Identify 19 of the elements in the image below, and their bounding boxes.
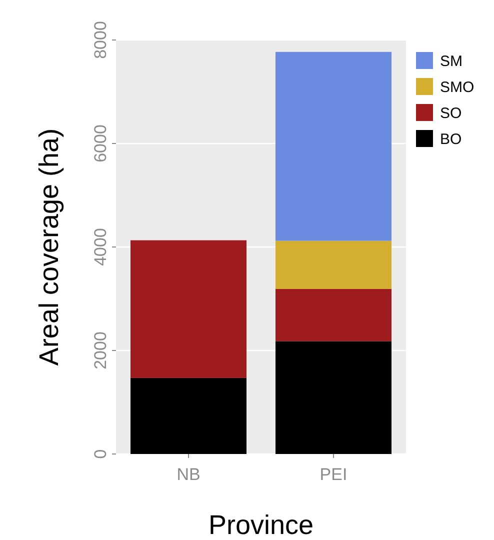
x-tick-label: NB [176,465,200,484]
x-tick-label: PEI [320,465,348,484]
legend-label: SO [440,105,462,122]
bar [276,341,392,454]
bar [130,240,246,378]
bar [276,240,392,289]
x-axis-title: Province [208,510,314,540]
y-axis-title: Areal coverage (ha) [34,128,64,366]
legend-label: SMO [440,79,474,96]
legend-label: BO [440,131,462,148]
legend-label: SM [440,53,462,70]
bar [276,288,392,342]
y-tick-label: 4000 [91,228,110,266]
y-tick-label: 2000 [91,332,110,370]
y-tick-label: 6000 [91,124,110,162]
y-tick-label: 8000 [91,21,110,59]
y-tick-label: 0 [91,449,110,459]
bar [276,52,392,241]
bar [130,378,246,454]
